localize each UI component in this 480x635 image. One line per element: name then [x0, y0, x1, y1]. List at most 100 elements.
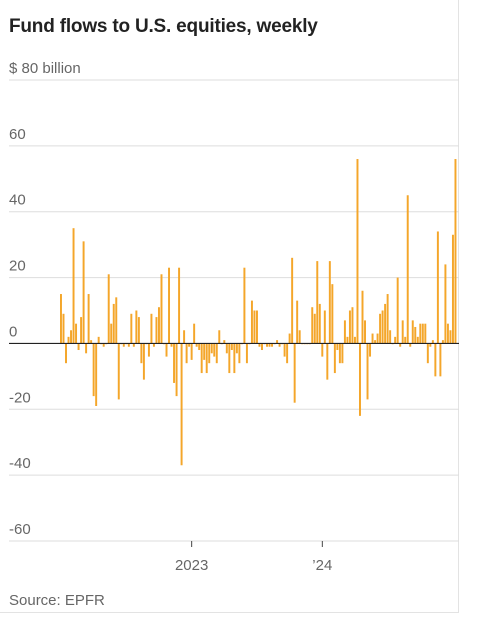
bar	[359, 343, 361, 416]
bar	[394, 336, 397, 344]
bar	[152, 343, 155, 347]
bar	[117, 343, 120, 400]
bar	[165, 343, 168, 357]
bar	[454, 159, 457, 344]
bar	[434, 343, 437, 377]
bar	[439, 343, 442, 377]
bar	[351, 307, 354, 344]
bar	[107, 274, 110, 344]
bar	[97, 336, 100, 344]
y-tick-label: $ 80 billion	[9, 60, 81, 77]
bar	[223, 340, 226, 344]
bar	[243, 267, 246, 344]
bar	[361, 290, 364, 344]
bar	[348, 310, 351, 344]
bar	[366, 343, 369, 400]
bar	[137, 317, 140, 344]
bar	[188, 343, 191, 347]
bar	[173, 343, 176, 383]
y-tick-label: -60	[9, 521, 31, 538]
bar	[271, 343, 274, 347]
bar	[135, 310, 138, 344]
bar	[85, 343, 88, 354]
bar	[444, 264, 447, 344]
bar	[65, 343, 67, 364]
chart-frame	[0, 0, 459, 613]
bar	[112, 303, 115, 344]
y-tick-label: -20	[9, 389, 31, 406]
bar	[298, 330, 301, 344]
bar	[384, 303, 387, 344]
bar	[115, 297, 118, 344]
bar	[132, 343, 135, 347]
bar	[203, 343, 206, 360]
bar	[268, 343, 271, 347]
bar	[288, 333, 291, 344]
bar	[193, 323, 196, 344]
bar	[140, 343, 143, 364]
bar	[250, 300, 253, 344]
bar	[374, 340, 377, 344]
bar	[436, 231, 439, 344]
x-tick-label: 2023	[175, 557, 208, 574]
bar	[416, 336, 419, 344]
bar	[321, 343, 324, 357]
bar	[426, 343, 429, 364]
bar	[127, 343, 130, 347]
bar	[102, 343, 105, 347]
bar	[278, 343, 281, 347]
bar	[77, 343, 80, 351]
bar	[208, 343, 211, 364]
y-tick-label: 60	[9, 126, 26, 143]
bar	[90, 340, 93, 344]
bar	[293, 343, 296, 403]
bar	[255, 310, 258, 344]
bar	[406, 195, 409, 344]
bar	[341, 343, 344, 364]
bar	[296, 300, 299, 344]
bar	[446, 323, 449, 344]
bar	[62, 313, 65, 344]
bar	[168, 267, 171, 344]
bar	[311, 307, 314, 344]
bar	[318, 303, 321, 344]
bar	[150, 313, 153, 344]
bar	[376, 333, 379, 344]
bar	[326, 343, 329, 380]
bar	[401, 320, 404, 344]
bar	[371, 333, 374, 344]
bar	[233, 343, 236, 374]
bar	[369, 343, 372, 357]
bar	[386, 294, 389, 344]
bar	[331, 284, 334, 344]
bar	[180, 343, 183, 466]
bar	[92, 343, 95, 397]
bar	[346, 336, 349, 344]
bar	[228, 343, 231, 374]
bar	[431, 340, 434, 344]
bar	[411, 320, 414, 344]
bar	[323, 310, 326, 344]
bar	[419, 323, 422, 344]
bar	[364, 320, 366, 344]
bar	[110, 323, 113, 344]
bar	[353, 336, 356, 344]
bar	[313, 313, 316, 344]
chart-title: Fund flows to U.S. equities, weekly	[9, 16, 318, 37]
bar	[183, 330, 186, 344]
bar	[245, 343, 248, 364]
bar	[205, 343, 208, 374]
bar	[178, 267, 181, 344]
bar	[185, 343, 188, 364]
bar	[67, 336, 70, 344]
bar	[200, 343, 203, 374]
bar	[147, 343, 150, 357]
bar	[399, 343, 402, 347]
bar	[170, 343, 173, 347]
bar	[218, 330, 221, 344]
bar	[381, 310, 384, 344]
bar	[441, 340, 444, 344]
bar	[316, 261, 319, 344]
x-tick-label: ’24	[312, 557, 332, 574]
